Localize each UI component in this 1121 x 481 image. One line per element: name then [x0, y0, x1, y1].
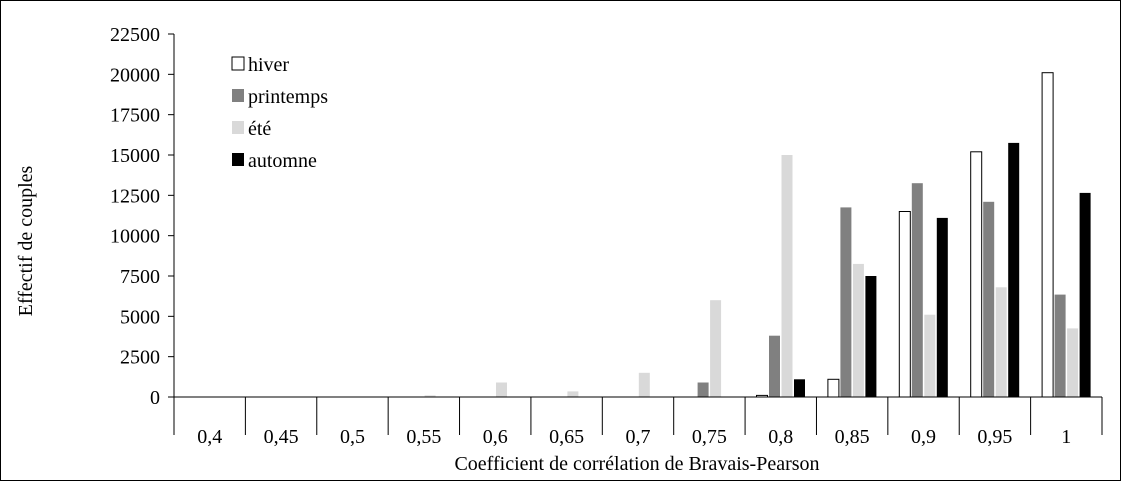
bar [1054, 294, 1066, 397]
bar [827, 378, 840, 398]
y-tick-label: 10000 [110, 226, 160, 248]
bar [970, 151, 983, 398]
y-tick-label: 20000 [110, 64, 160, 86]
x-tick-label: 0,95 [977, 426, 1012, 448]
x-tick-label: 0,8 [768, 426, 793, 448]
bar [865, 276, 877, 397]
bar [852, 263, 864, 397]
bar [1079, 192, 1091, 397]
axes [173, 34, 1102, 398]
legend-swatch [232, 121, 244, 134]
y-tick-label: 15000 [110, 145, 160, 167]
legend-label: hiver [248, 54, 289, 76]
bar [911, 183, 923, 397]
x-tick-label: 0,75 [692, 426, 727, 448]
y-tick-label: 5000 [120, 306, 160, 328]
y-axis-ticks: 0 2500 5000 7500 10000 12500 15000 17500 20000 22… [110, 24, 174, 409]
x-axis-title: Coefficient de corrélation de Bravais-Pe… [454, 453, 819, 475]
legend: hiver printemps été automne [231, 54, 328, 172]
y-tick-label: 0 [150, 387, 160, 409]
y-tick-label: 2500 [120, 347, 160, 369]
x-tick-label: 0,6 [483, 426, 508, 448]
bar [769, 335, 780, 397]
y-axis-title: Effectif de couples [15, 165, 37, 316]
x-tick-label: 0,5 [340, 426, 365, 448]
bar [496, 382, 507, 397]
bar [924, 314, 936, 397]
bars [424, 72, 1091, 398]
x-tick-label: 0,7 [626, 426, 651, 448]
bar [567, 391, 579, 397]
x-tick-label: 0,65 [549, 426, 584, 448]
bar [697, 382, 709, 397]
x-tick-label: 1 [1061, 426, 1071, 448]
x-tick-label: 0,85 [835, 426, 870, 448]
legend-label: printemps [248, 86, 328, 108]
legend-swatch [232, 89, 244, 102]
bar [1041, 72, 1054, 398]
y-tick-label: 22500 [110, 24, 160, 46]
x-tick-label: 0,9 [911, 426, 936, 448]
bar [995, 287, 1007, 397]
bar [794, 379, 805, 397]
bar [424, 395, 436, 397]
legend-label: automne [248, 150, 317, 172]
legend-label: été [248, 118, 271, 140]
bar [936, 217, 948, 397]
legend-swatch [231, 56, 245, 71]
x-tick-label: 0,4 [197, 426, 222, 448]
x-tick-label: 0,45 [264, 426, 299, 448]
legend-swatch [232, 153, 244, 166]
y-tick-label: 7500 [120, 266, 160, 288]
bar [983, 201, 995, 397]
bar [638, 372, 650, 397]
x-tick-label: 0,55 [406, 426, 441, 448]
y-tick-label: 12500 [110, 185, 160, 207]
bar [898, 211, 911, 398]
bar [840, 207, 852, 397]
bar [781, 155, 793, 397]
bar [1067, 328, 1079, 397]
y-tick-label: 17500 [110, 105, 160, 127]
bar [710, 300, 722, 397]
bar [1008, 142, 1020, 397]
x-axis-ticks: 0,4 0,45 0,5 0,55 0,6 0,65 0,7 0,75 0,8 0,85 0,9 0,… [173, 397, 1103, 448]
